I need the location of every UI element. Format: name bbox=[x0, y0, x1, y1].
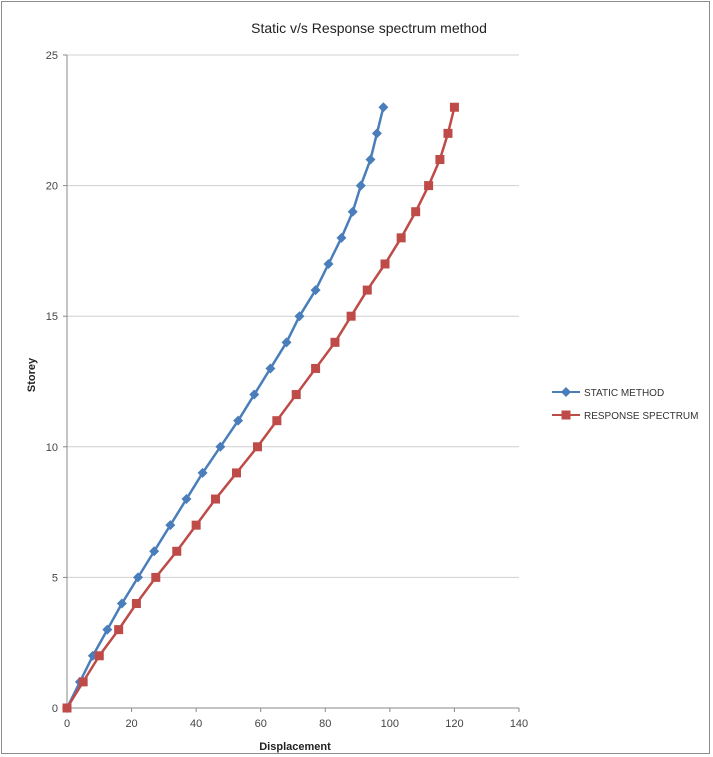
series-response-spectrum bbox=[62, 102, 459, 713]
data-point-response-spectrum bbox=[396, 233, 406, 243]
y-tick-label: 20 bbox=[46, 181, 58, 193]
data-point-response-spectrum bbox=[252, 442, 262, 452]
x-tick-label: 140 bbox=[510, 718, 528, 730]
data-point-static-method bbox=[336, 232, 347, 243]
x-tick-label: 60 bbox=[255, 718, 267, 730]
data-point-static-method bbox=[102, 624, 113, 635]
data-point-response-spectrum bbox=[191, 520, 201, 530]
data-point-response-spectrum bbox=[449, 102, 459, 112]
series-static-method bbox=[62, 102, 389, 713]
data-point-response-spectrum bbox=[346, 311, 356, 321]
data-point-response-spectrum bbox=[211, 494, 221, 504]
data-point-response-spectrum bbox=[311, 363, 321, 373]
data-point-response-spectrum bbox=[435, 154, 445, 164]
legend-entry-response-spectrum: RESPONSE SPECTRUM bbox=[552, 410, 698, 422]
legend-label-response-spectrum: RESPONSE SPECTRUM bbox=[584, 411, 698, 422]
data-point-static-method bbox=[165, 520, 176, 531]
x-tick-label: 40 bbox=[190, 718, 202, 730]
data-point-static-method bbox=[281, 337, 292, 348]
data-point-static-method bbox=[294, 311, 305, 322]
legend-marker-response-spectrum bbox=[561, 410, 571, 420]
y-tick-label: 5 bbox=[52, 572, 58, 584]
series-line-response-spectrum bbox=[65, 106, 456, 709]
data-point-static-method bbox=[215, 441, 226, 452]
legend-marker-static-method bbox=[561, 387, 571, 397]
data-point-response-spectrum bbox=[443, 128, 453, 138]
data-point-static-method bbox=[181, 494, 192, 505]
data-point-static-method bbox=[371, 128, 382, 139]
data-point-static-method bbox=[249, 389, 260, 400]
x-tick-label: 100 bbox=[381, 718, 399, 730]
y-tick-label: 0 bbox=[52, 703, 58, 715]
data-point-response-spectrum bbox=[362, 285, 372, 295]
data-point-response-spectrum bbox=[291, 390, 301, 400]
data-point-static-method bbox=[347, 206, 358, 217]
data-point-response-spectrum bbox=[172, 546, 182, 556]
axes: 0 5 10 15 20 25 0 20 40 60 80 100 120 140 bbox=[46, 50, 528, 730]
data-point-response-spectrum bbox=[272, 416, 282, 426]
data-point-static-method bbox=[378, 102, 389, 113]
data-point-response-spectrum bbox=[232, 468, 241, 478]
data-point-response-spectrum bbox=[380, 259, 390, 269]
data-point-static-method bbox=[233, 415, 244, 426]
data-point-static-method bbox=[323, 258, 334, 269]
data-point-static-method bbox=[149, 546, 160, 557]
chart-title: Static v/s Response spectrum method bbox=[251, 20, 487, 36]
data-point-response-spectrum bbox=[62, 703, 72, 713]
data-point-static-method bbox=[310, 285, 321, 296]
data-point-response-spectrum bbox=[131, 599, 141, 609]
data-point-static-method bbox=[116, 598, 127, 609]
data-point-response-spectrum bbox=[424, 181, 434, 191]
data-point-static-method bbox=[197, 467, 208, 478]
data-point-response-spectrum bbox=[94, 651, 104, 661]
data-point-static-method bbox=[355, 180, 366, 191]
series-layer bbox=[62, 102, 459, 713]
gridlines bbox=[67, 54, 519, 578]
y-tick-label: 25 bbox=[46, 50, 58, 62]
legend-label-static-method: STATIC METHOD bbox=[584, 388, 664, 399]
x-tick-label: 20 bbox=[125, 718, 137, 730]
y-axis-title: Storey bbox=[26, 357, 38, 392]
data-point-response-spectrum bbox=[78, 677, 88, 687]
y-tick-label: 10 bbox=[46, 442, 58, 454]
legend-entry-static-method: STATIC METHOD bbox=[552, 387, 664, 399]
data-point-static-method bbox=[365, 154, 376, 165]
series-line-static-method bbox=[65, 106, 385, 709]
legend: STATIC METHOD RESPONSE SPECTRUM bbox=[552, 387, 698, 422]
data-point-static-method bbox=[265, 363, 276, 374]
x-axis-title: Displacement bbox=[259, 741, 331, 753]
x-tick-label: 120 bbox=[445, 718, 463, 730]
data-point-response-spectrum bbox=[330, 337, 340, 347]
data-point-response-spectrum bbox=[411, 207, 421, 217]
data-point-response-spectrum bbox=[114, 625, 124, 635]
x-tick-label: 80 bbox=[319, 718, 331, 730]
x-tick-label: 0 bbox=[64, 718, 70, 730]
data-point-response-spectrum bbox=[151, 572, 161, 582]
data-point-static-method bbox=[133, 572, 144, 583]
y-tick-label: 15 bbox=[46, 311, 58, 323]
